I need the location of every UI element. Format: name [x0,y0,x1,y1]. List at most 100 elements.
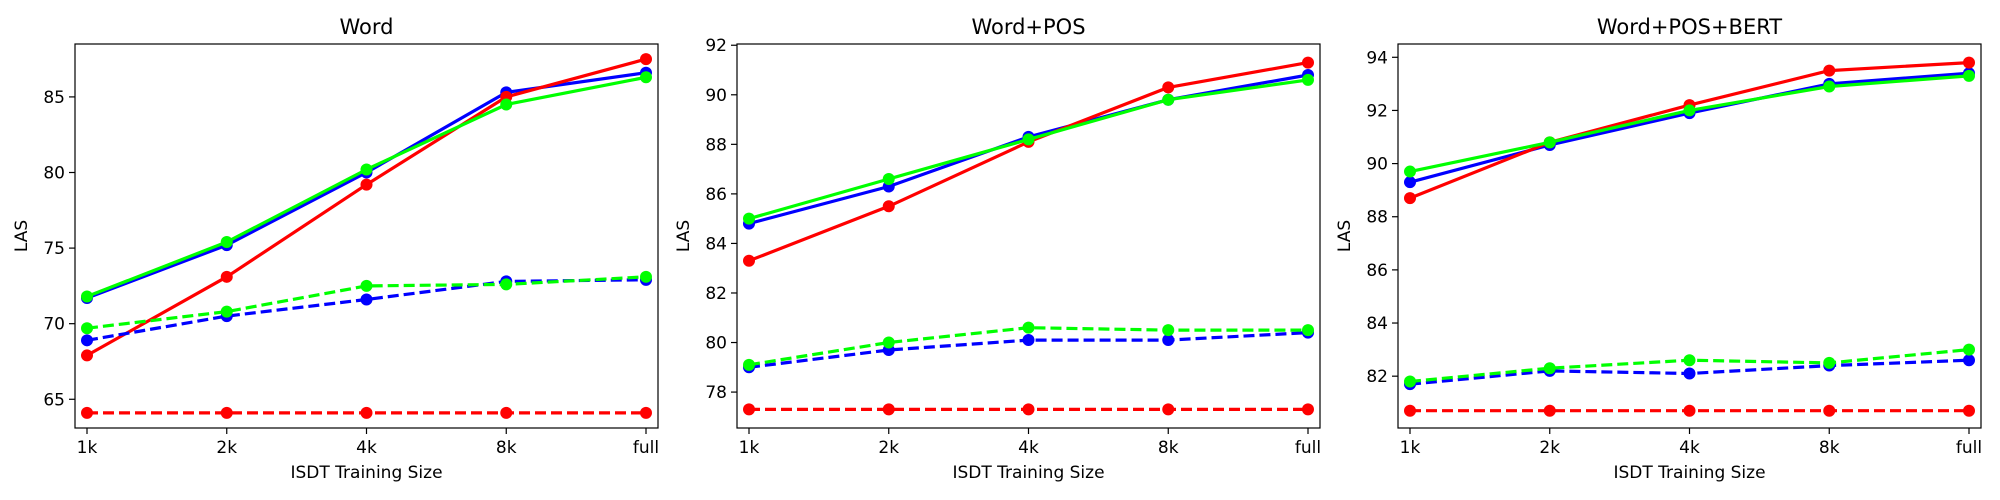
chart-panel-3: Word+POS+BERT 1k 2k 4k 8k full 82 84 86 88 90 92 94 I… [1335,15,1982,483]
data-point [360,406,373,419]
series-line-2 [86,57,647,357]
data-point [1302,56,1314,69]
data-point [220,305,233,318]
x-tick-label: 2k [878,438,899,458]
data-point [81,349,93,362]
data-point [882,173,895,186]
data-point [1404,165,1416,178]
data-point [1683,104,1696,117]
data-point [743,358,755,371]
data-point [1302,73,1314,86]
data-point [1404,375,1416,388]
y-tick-label: 84 [1366,314,1388,334]
y-axis-label: LAS [12,220,32,252]
data-point [360,279,373,292]
x-tick-label: 8k [496,438,517,458]
data-point [1543,362,1556,375]
x-tick-label: full [1295,438,1321,458]
data-point [500,278,513,291]
data-point [1963,56,1975,69]
data-point [1162,81,1175,94]
chart-title: Word+POS [971,15,1085,39]
data-point [1022,403,1035,416]
data-point [1963,354,1975,367]
x-tick-label: 1k [1400,438,1421,458]
plot-frame [736,43,1321,429]
data-point [1022,133,1035,146]
y-tick-label: 82 [1366,367,1388,387]
y-tick-label: 88 [705,135,727,155]
data-point [1963,404,1975,417]
series-line-3 [1409,74,1970,174]
data-point [1683,367,1696,380]
data-point [1963,69,1975,82]
x-tick-label: 4k [1679,438,1700,458]
chart-panel-1: Word 1k 2k 4k 8k full 65 70 75 80 85 ISDT Training … [12,15,659,483]
x-tick-label: 4k [1018,438,1039,458]
data-point [220,270,233,283]
y-tick-label: 92 [705,36,727,56]
y-tick-label: 70 [43,315,65,335]
x-tick-label: full [633,438,659,458]
data-point [1302,403,1314,416]
x-axis-label: ISDT Training Size [952,463,1104,483]
data-point [500,406,513,419]
y-axis-label: LAS [674,220,694,252]
data-point [81,406,93,419]
plot-frame [74,43,659,429]
series-line-3 [748,78,1309,221]
data-point [743,403,755,416]
y-tick-label: 92 [1366,101,1388,121]
data-point [882,336,895,349]
data-point [1683,354,1696,367]
data-point [1823,80,1836,93]
x-axis-label: ISDT Training Size [290,463,442,483]
x-tick-label: 2k [1539,438,1560,458]
y-tick-label: 75 [43,239,65,259]
data-point [1823,64,1836,77]
data-point [1404,192,1416,205]
data-point [81,334,93,347]
data-point [1162,93,1175,106]
data-point [1302,324,1314,337]
chart-title: Word [340,15,394,39]
data-point [1162,324,1175,337]
x-tick-label: full [1956,438,1982,458]
data-point [500,98,513,111]
y-tick-label: 80 [705,334,727,354]
y-tick-label: 90 [705,86,727,106]
y-tick-label: 86 [705,185,727,205]
data-point [640,406,652,419]
y-tick-label: 85 [43,88,65,108]
data-point [1543,136,1556,149]
x-tick-label: 8k [1158,438,1179,458]
data-point [1022,321,1035,334]
x-tick-label: 2k [216,438,237,458]
y-tick-label: 88 [1366,208,1388,228]
data-point [1022,334,1035,347]
data-point [81,290,93,303]
data-point [1963,343,1975,356]
data-point [1683,404,1696,417]
y-tick-label: 94 [1366,48,1388,68]
y-axis-label: LAS [1335,220,1355,252]
data-point [882,200,895,213]
data-point [220,236,233,249]
chart-title: Word+POS+BERT [1597,15,1782,39]
data-point [640,71,652,84]
data-point [882,403,895,416]
x-tick-label: 1k [739,438,760,458]
y-tick-label: 78 [705,383,727,403]
data-point [220,406,233,419]
y-tick-label: 82 [705,284,727,304]
data-point [1404,404,1416,417]
series-line-1 [748,73,1309,226]
y-tick-label: 84 [705,234,727,254]
data-point [1404,176,1416,189]
data-point [640,270,652,283]
data-point [1162,403,1175,416]
data-point [360,178,373,191]
x-tick-label: 1k [77,438,98,458]
y-tick-label: 86 [1366,261,1388,281]
